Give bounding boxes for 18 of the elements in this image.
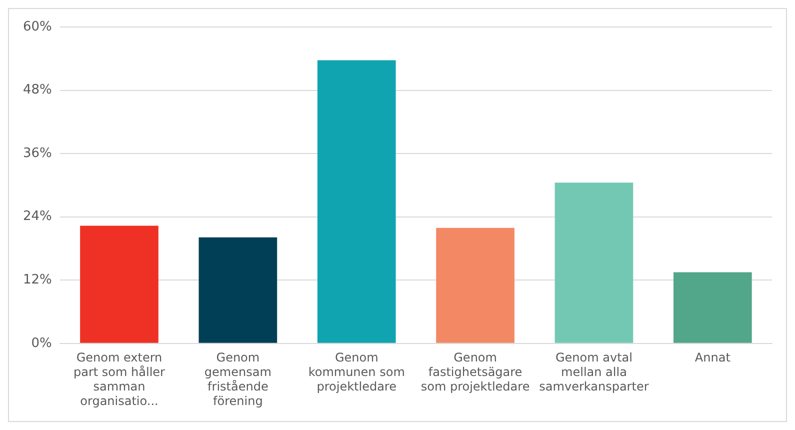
x-tick-label: Genom kommunen som projektledare	[308, 350, 405, 394]
x-tick-label: Annat	[694, 350, 731, 365]
y-tick-label: 48%	[22, 82, 52, 98]
bar	[554, 182, 634, 343]
y-tick-label: 36%	[22, 146, 52, 161]
bar	[80, 226, 158, 343]
y-tick-label: 24%	[22, 209, 52, 224]
y-tick-label: 60%	[22, 19, 52, 34]
bar	[673, 272, 752, 343]
x-tick-label: Genom avtal mellan alla samverkansparter	[539, 350, 649, 394]
y-tick-label: 0%	[31, 336, 52, 351]
x-tick-label: Genom fastighetsägare som projektledare	[420, 350, 530, 394]
bar	[436, 228, 514, 343]
bar	[198, 237, 278, 343]
y-tick-label: 12%	[22, 272, 52, 288]
x-tick-label: Genom gemensam fristående förening	[204, 350, 272, 408]
bar	[317, 60, 396, 343]
x-tick-label: Genom extern part som håller samman organisatio...	[74, 350, 166, 408]
